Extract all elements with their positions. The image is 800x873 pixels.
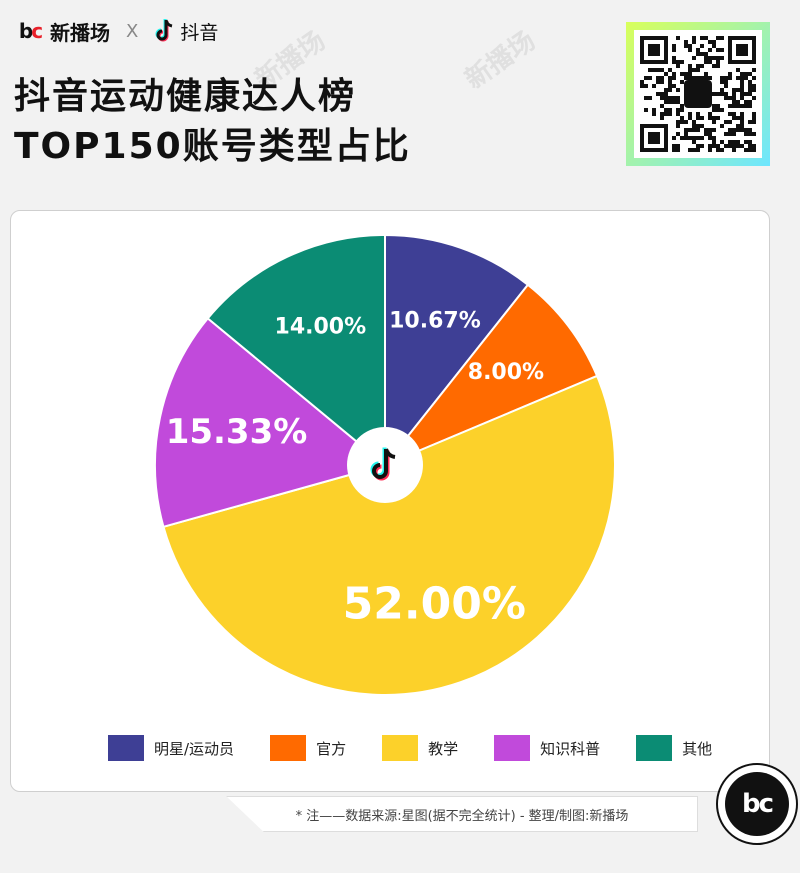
title-line-2: TOP150账号类型占比 <box>14 126 411 167</box>
legend: 明星/运动员 官方 教学 知识科普 其他 <box>108 735 748 761</box>
platform-brand: 抖音 <box>154 18 218 45</box>
legend-swatch <box>382 735 419 761</box>
title-line-1: 抖音运动健康达人榜 <box>14 76 357 117</box>
legend-item: 其他 <box>636 735 712 761</box>
legend-item: 教学 <box>382 735 458 761</box>
legend-label: 明星/运动员 <box>154 739 235 758</box>
legend-label: 官方 <box>316 739 347 758</box>
legend-item: 知识科普 <box>494 735 600 761</box>
legend-label: 知识科普 <box>540 739 601 758</box>
legend-item: 官方 <box>270 735 346 761</box>
legend-swatch <box>636 735 673 761</box>
tiktok-icon <box>155 19 173 42</box>
legend-swatch <box>270 735 307 761</box>
legend-swatch <box>494 735 531 761</box>
chart-card <box>10 210 770 792</box>
watermark: 新播场 <box>459 25 541 96</box>
header-separator: X <box>126 20 139 42</box>
qr-code[interactable] <box>626 22 770 166</box>
bc-badge-icon: bc <box>725 772 789 836</box>
page-title: 抖音运动健康达人榜 TOP150账号类型占比 <box>14 72 411 172</box>
bc-badge: bc <box>716 763 798 845</box>
footnote: * 注——数据来源:星图(据不完全统计) - 整理/制图:新播场 <box>226 796 698 832</box>
brand-name: 新播场 <box>50 20 110 45</box>
legend-label: 其他 <box>682 739 713 758</box>
platform-name: 抖音 <box>180 21 219 44</box>
qr-code-icon <box>640 36 756 152</box>
legend-swatch <box>108 735 144 761</box>
legend-label: 教学 <box>428 739 459 758</box>
legend-item: 明星/运动员 <box>108 735 234 761</box>
